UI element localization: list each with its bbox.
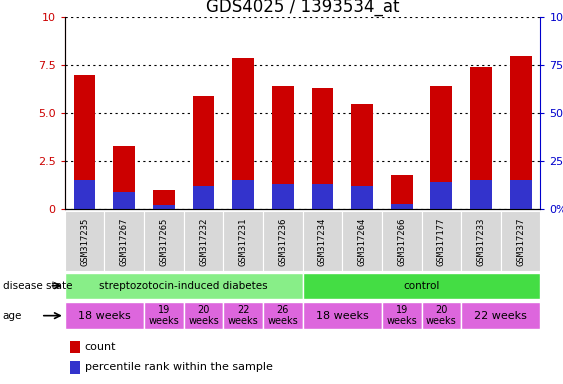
Text: GSM317235: GSM317235 [80,218,89,266]
Bar [303,273,540,299]
Bar [422,302,461,329]
Text: GSM317267: GSM317267 [120,218,129,266]
Bar [311,184,333,209]
Text: GSM317265: GSM317265 [159,218,168,266]
Text: 18 weeks: 18 weeks [316,311,369,321]
Bar [233,58,254,209]
Bar [184,302,224,329]
Bar [391,175,413,209]
Text: GSM317233: GSM317233 [476,218,485,266]
Bar [461,302,540,329]
Bar [144,302,184,329]
Bar [263,302,303,329]
Bar [263,211,303,271]
Title: GDS4025 / 1393534_at: GDS4025 / 1393534_at [206,0,399,16]
Bar [193,96,215,209]
Bar [382,211,422,271]
Bar [233,180,254,209]
Bar [342,211,382,271]
Bar [65,302,144,329]
Text: 22
weeks: 22 weeks [228,305,258,326]
Bar [69,361,80,374]
Text: 22 weeks: 22 weeks [475,311,528,321]
Bar [272,184,294,209]
Bar [470,67,492,209]
Bar [303,211,342,271]
Bar [74,180,96,209]
Bar [272,86,294,209]
Text: GSM317234: GSM317234 [318,218,327,266]
Bar [311,88,333,209]
Text: 20
weeks: 20 weeks [426,305,457,326]
Bar [74,75,96,209]
Bar [184,211,224,271]
Bar [431,182,452,209]
Bar [351,104,373,209]
Bar [65,211,104,271]
Bar [501,211,540,271]
Text: percentile rank within the sample: percentile rank within the sample [84,362,272,372]
Bar [510,180,531,209]
Bar [193,186,215,209]
Text: 19
weeks: 19 weeks [149,305,179,326]
Text: 18 weeks: 18 weeks [78,311,131,321]
Text: GSM317232: GSM317232 [199,218,208,266]
Text: 26
weeks: 26 weeks [267,305,298,326]
Text: control: control [403,281,440,291]
Bar [104,211,144,271]
Bar [303,302,382,329]
Text: GSM317266: GSM317266 [397,218,406,266]
Text: 20
weeks: 20 weeks [188,305,219,326]
Text: 19
weeks: 19 weeks [386,305,417,326]
Bar [224,302,263,329]
Text: GSM317231: GSM317231 [239,218,248,266]
Text: GSM317237: GSM317237 [516,218,525,266]
Text: count: count [84,342,116,352]
Text: GSM317264: GSM317264 [358,218,367,266]
Text: GSM317177: GSM317177 [437,218,446,266]
Bar [144,211,184,271]
Bar [113,192,135,209]
Bar [510,56,531,209]
Text: age: age [3,311,22,321]
Bar [113,146,135,209]
Bar [391,204,413,209]
Bar [65,273,303,299]
Bar [470,180,492,209]
Bar [153,190,175,209]
Text: disease state: disease state [3,281,72,291]
Bar [461,211,501,271]
Bar [224,211,263,271]
Bar [422,211,461,271]
Bar [382,302,422,329]
Text: GSM317236: GSM317236 [278,218,287,266]
Text: streptozotocin-induced diabetes: streptozotocin-induced diabetes [99,281,268,291]
Bar [351,186,373,209]
Bar [431,86,452,209]
Bar [69,341,80,353]
Bar [153,205,175,209]
